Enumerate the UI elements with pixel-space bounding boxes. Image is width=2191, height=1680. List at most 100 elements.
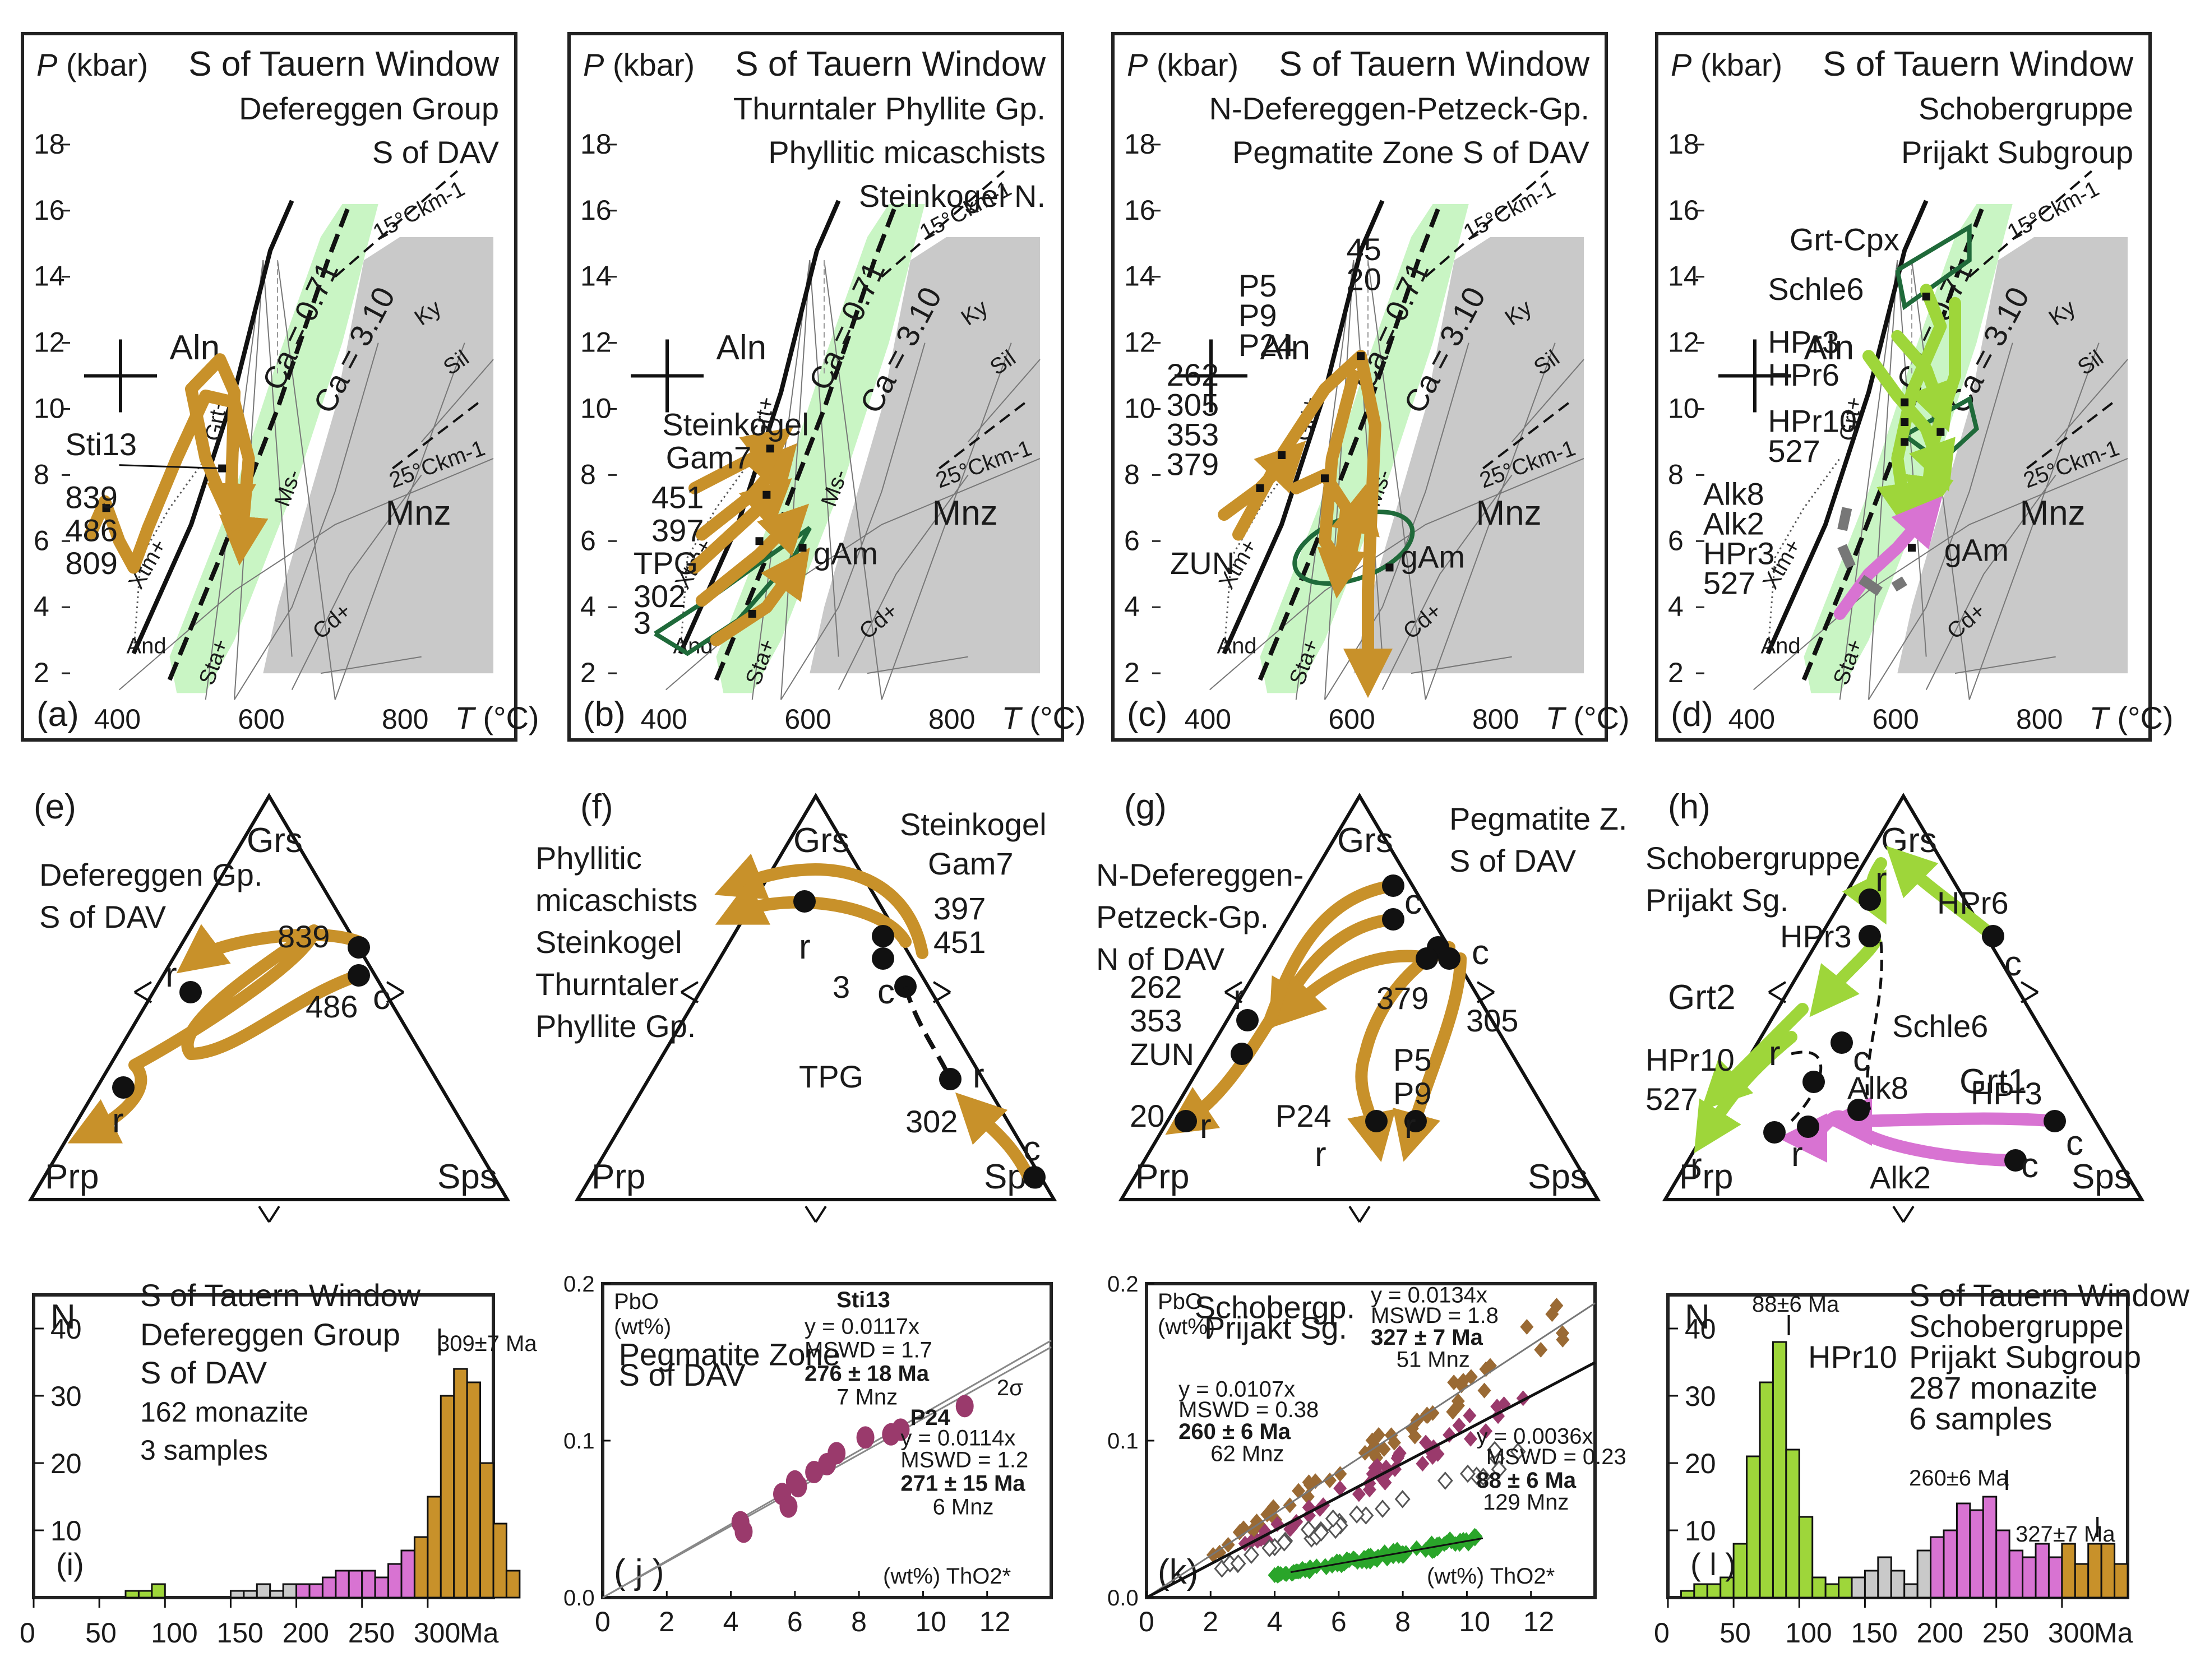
p-tick-label: 16 xyxy=(1124,195,1155,226)
t-unit: (°C) xyxy=(1021,700,1086,735)
sample-20: 20 xyxy=(1347,261,1381,297)
sample-262: 262 xyxy=(1167,357,1219,392)
label-p9: P9 xyxy=(1393,1076,1432,1111)
sample-486: 486 xyxy=(65,512,117,548)
zoning-point xyxy=(1365,1110,1388,1132)
p-axis-label: P (kbar) xyxy=(583,47,695,82)
data-point xyxy=(1469,1528,1483,1544)
pt-path-c3 xyxy=(1319,369,1380,581)
p-tick-label: 4 xyxy=(1124,591,1140,622)
y-tick-label: 0.2 xyxy=(1107,1272,1139,1297)
t-tick-label: 800 xyxy=(2016,704,2063,735)
ternary-panel-g: (g) Grs Prp Sps N-Defereggen- Petzeck-Gp. N of… xyxy=(1096,788,1627,1223)
reaction-line xyxy=(234,343,379,700)
data-point xyxy=(856,1426,875,1449)
data-point xyxy=(1520,1319,1534,1335)
x-tick-label: 200 xyxy=(283,1617,329,1649)
data-point xyxy=(1213,1544,1227,1561)
p-tick-label: 4 xyxy=(580,591,596,622)
scatter-title: S of DAV xyxy=(619,1357,746,1392)
histogram-bar xyxy=(2008,1549,2024,1599)
sample-302: 302 xyxy=(634,578,686,614)
and-label: And xyxy=(1217,634,1257,659)
histogram-bar xyxy=(1995,1529,2010,1599)
leader-line xyxy=(119,464,223,470)
y-tick-label: 0.1 xyxy=(1107,1429,1139,1454)
x-tick-label: 6 xyxy=(787,1606,803,1637)
x-tick-label: 0 xyxy=(20,1617,35,1649)
label-c: c xyxy=(2004,945,2022,983)
x-tick-label: 100 xyxy=(1785,1617,1832,1649)
ternary-triangle xyxy=(1118,793,1601,1201)
label-hpr10: HPr10 xyxy=(1645,1042,1735,1077)
fit-age: 260 ± 6 Ma xyxy=(1178,1419,1291,1444)
tick-marker xyxy=(258,1205,280,1223)
title-line: N of DAV xyxy=(1096,941,1225,976)
tick-marker xyxy=(133,981,152,1003)
zoning-point xyxy=(1175,1110,1197,1132)
zoning-point xyxy=(1831,1031,1853,1054)
x-tick-label: 150 xyxy=(216,1617,263,1649)
hist-title: S of Tauern Window xyxy=(1909,1278,2190,1313)
data-point xyxy=(1459,1464,1476,1483)
sample-397: 397 xyxy=(651,512,704,548)
sample-point xyxy=(1901,438,1909,446)
data-point xyxy=(1313,1523,1329,1542)
zoning-arrow-379 xyxy=(1274,950,1439,1027)
sample-alk2: Alk2 xyxy=(1703,506,1764,541)
reaction-line xyxy=(824,260,882,700)
title-line: Defereggen Gp. xyxy=(39,857,262,892)
fit-eq: y = 0.0117x xyxy=(805,1315,919,1339)
panel-title-line: Defereggen Group xyxy=(239,91,499,126)
zoning-point xyxy=(1982,925,2004,947)
hist-annotation: 309±7 Ma xyxy=(437,1331,537,1356)
label-r: r xyxy=(1404,1107,1416,1146)
data-point xyxy=(828,1442,846,1465)
y-tick-label: 0.0 xyxy=(1107,1586,1139,1610)
hist-subtitle: S of DAV xyxy=(140,1355,267,1390)
y-axis-unit: (wt%) xyxy=(614,1315,671,1339)
mnz-label: Mnz xyxy=(1476,494,1542,533)
zoning-point xyxy=(1023,1166,1046,1188)
p-tick-label: 18 xyxy=(1124,128,1155,160)
ca-071-curve xyxy=(678,200,841,655)
histogram-bar xyxy=(1838,1576,1853,1599)
data-point xyxy=(1302,1474,1316,1491)
data-point xyxy=(1230,1554,1246,1573)
t-tick-label: 600 xyxy=(1872,704,1919,735)
data-point xyxy=(1447,1374,1461,1391)
ternary-triangle xyxy=(574,793,1057,1201)
histogram-bar xyxy=(321,1576,337,1599)
t-axis-label: T (°C) xyxy=(455,700,539,735)
label-353: 353 xyxy=(1130,1003,1182,1038)
data-point xyxy=(1437,1471,1453,1490)
data-point xyxy=(1409,1540,1423,1556)
p-tick-label: 8 xyxy=(1668,459,1684,490)
reaction-line xyxy=(1324,260,1355,700)
data-point xyxy=(1266,1499,1281,1515)
histogram-bar xyxy=(124,1590,140,1599)
panel-label: (i) xyxy=(56,1547,84,1582)
panel-title-line: Schobergruppe xyxy=(1919,91,2133,126)
zoning-point xyxy=(1438,947,1460,970)
label-262: 262 xyxy=(1130,969,1182,1005)
reaction-line xyxy=(780,343,926,700)
sample-point xyxy=(766,445,774,453)
apex-sps: Sps xyxy=(2072,1158,2132,1196)
p-tick-label: 14 xyxy=(34,261,65,292)
label-c: c xyxy=(877,973,895,1011)
label-c: c xyxy=(373,978,390,1017)
histogram-bar xyxy=(453,1368,468,1599)
hist-subtitle: Defereggen Group xyxy=(140,1317,400,1352)
data-point xyxy=(1378,1474,1392,1491)
pt-path-b3 xyxy=(695,503,810,607)
label-hpr3: HPr3 xyxy=(1780,919,1852,954)
fit-age: 276 ± 18 Ma xyxy=(805,1362,930,1386)
label-r: r xyxy=(1791,1135,1803,1174)
sample-p9: P9 xyxy=(1238,298,1277,333)
data-point xyxy=(1333,1480,1347,1497)
reaction-line xyxy=(2055,359,2128,443)
panel-title-line: S of Tauern Window xyxy=(188,45,499,84)
mnz-label: Mnz xyxy=(932,494,998,533)
data-point xyxy=(1490,1399,1504,1415)
